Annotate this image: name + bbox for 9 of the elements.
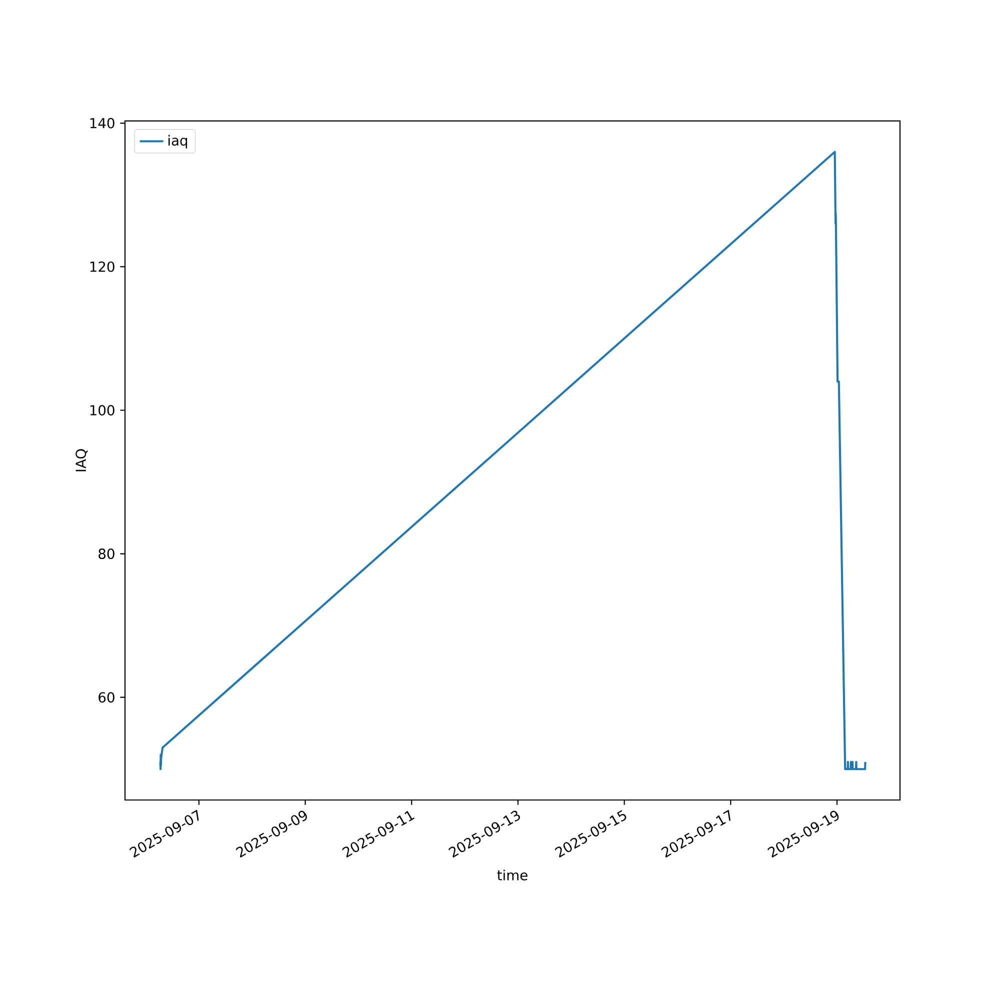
y-axis-title: IAQ (76, 449, 88, 472)
y-tick-label: 120 (90, 261, 114, 272)
y-tick-label: 60 (98, 692, 114, 703)
legend-label: iaq (168, 134, 188, 148)
y-tick-label: 100 (90, 405, 114, 416)
y-tick-label: 80 (98, 548, 114, 560)
y-tick-label: 140 (90, 118, 114, 128)
x-axis-title: time (497, 870, 528, 880)
line-series (159, 150, 866, 770)
